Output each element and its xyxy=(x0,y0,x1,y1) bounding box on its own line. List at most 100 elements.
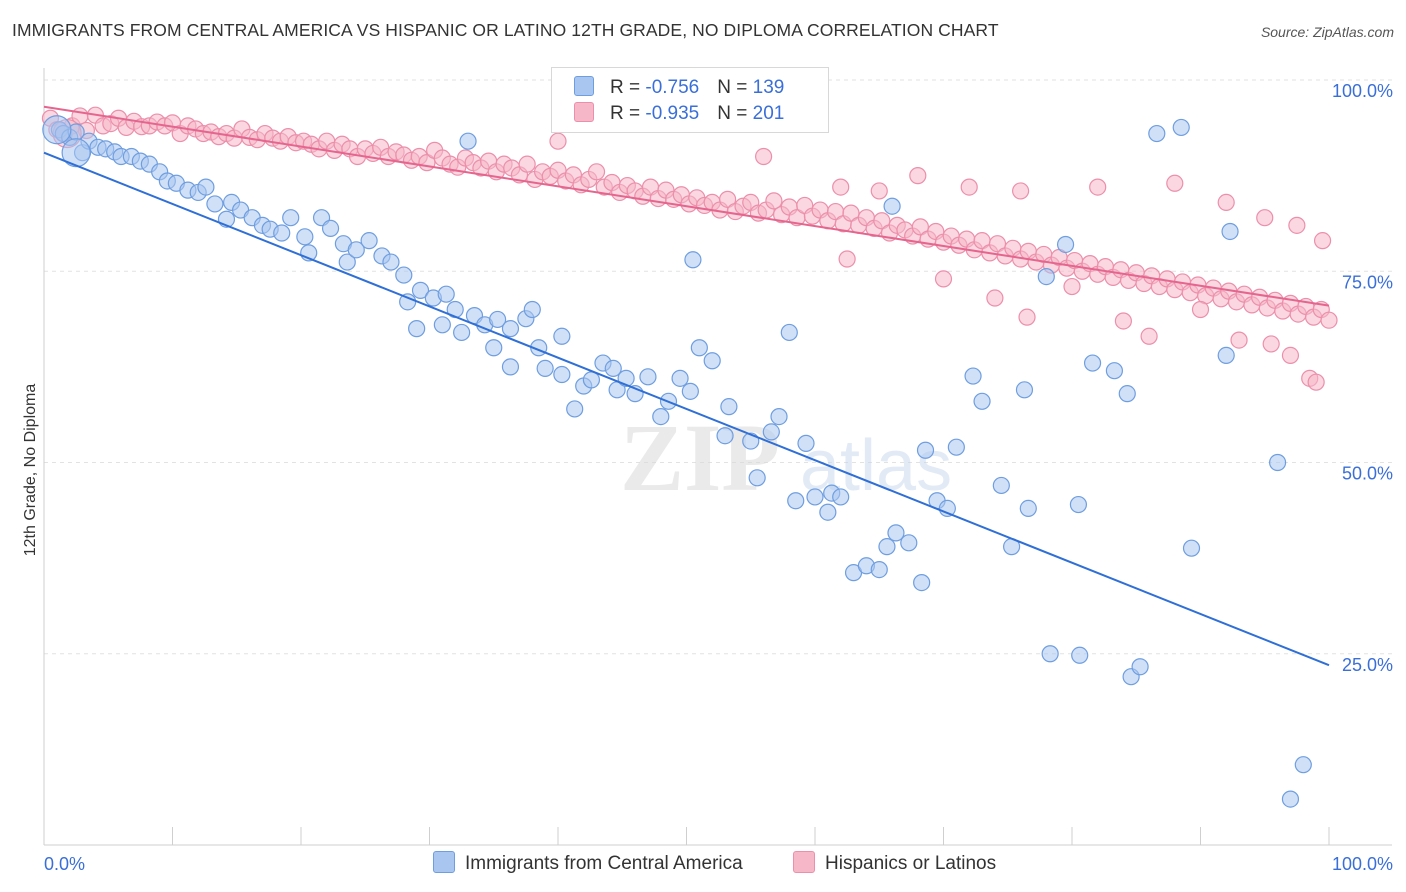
blue-data-point xyxy=(806,488,824,506)
pink-data-point xyxy=(518,155,536,173)
legend-r-value-pink: -0.935 xyxy=(645,103,700,124)
y-tick-labels: 100.0% 75.0% 50.0% 25.0% xyxy=(1332,81,1393,675)
bottom-legend-swatch-blue xyxy=(433,851,455,873)
blue-data-point xyxy=(566,400,584,418)
blue-data-point xyxy=(832,488,850,506)
chart-title: IMMIGRANTS FROM CENTRAL AMERICA VS HISPA… xyxy=(12,20,999,40)
pink-data-point xyxy=(1320,311,1338,329)
blue-data-point xyxy=(1056,235,1075,254)
blue-data-point xyxy=(273,224,291,242)
blue-data-point xyxy=(382,253,400,271)
blue-data-point xyxy=(1015,381,1034,399)
blue-data-point xyxy=(1131,658,1149,676)
blue-data-point xyxy=(408,320,426,338)
blue-data-point xyxy=(947,438,965,456)
legend-r-value-blue: -0.756 xyxy=(645,77,700,98)
blue-data-point xyxy=(501,320,520,338)
blue-data-point xyxy=(411,281,430,299)
legend-n-label: N = xyxy=(717,103,753,124)
pink-data-point xyxy=(986,289,1004,307)
blue-data-point xyxy=(780,323,798,342)
blue-data-point xyxy=(485,339,503,357)
legend-r-label: R = xyxy=(610,103,646,124)
legend-n-label: N = xyxy=(717,77,753,98)
pink-data-point xyxy=(754,147,773,166)
blue-data-point xyxy=(797,434,815,452)
blue-data-point-large xyxy=(61,138,91,168)
pink-series-points xyxy=(41,106,1338,391)
axes xyxy=(43,68,1392,846)
pink-data-point xyxy=(1281,346,1300,364)
blue-series-points xyxy=(42,115,1312,808)
blue-data-point xyxy=(681,382,699,400)
blue-data-point xyxy=(433,316,451,334)
pink-data-point xyxy=(870,182,888,200)
pink-data-point xyxy=(838,250,856,268)
blue-data-point xyxy=(1148,124,1166,143)
pink-data-point xyxy=(909,167,927,185)
blue-data-point xyxy=(1019,499,1037,517)
pink-data-point xyxy=(587,163,606,181)
blue-data-point xyxy=(913,574,931,592)
pink-trend-line xyxy=(43,105,1330,307)
blue-data-point xyxy=(296,228,314,246)
legend-r-label: R = xyxy=(610,77,646,98)
x-tick-label: 0.0% xyxy=(44,854,85,874)
blue-data-point xyxy=(1069,495,1088,514)
blue-data-point xyxy=(453,323,471,342)
blue-data-point xyxy=(338,253,356,271)
blue-data-point xyxy=(282,209,300,227)
blue-data-point xyxy=(1083,354,1102,372)
legend-swatch-blue xyxy=(574,76,594,96)
blue-data-point xyxy=(639,368,657,386)
pink-data-point xyxy=(934,270,953,288)
blue-data-point xyxy=(770,408,788,426)
blue-data-point xyxy=(360,232,378,250)
pink-data-point xyxy=(911,218,929,236)
blue-data-point xyxy=(887,524,905,542)
bottom-legend-label-pink: Hispanics or Latinos xyxy=(825,853,997,874)
pink-data-point xyxy=(1089,178,1107,196)
legend-n-value-pink: 201 xyxy=(752,103,785,124)
pink-data-point xyxy=(1140,327,1158,345)
blue-data-point xyxy=(459,132,477,150)
legend-n-value-blue: 139 xyxy=(752,77,785,98)
blue-data-point xyxy=(197,178,215,196)
bottom-legend-item-pink[interactable]: Hispanics or Latinos xyxy=(793,851,996,875)
blue-data-point xyxy=(553,327,571,345)
blue-data-point xyxy=(206,195,224,213)
blue-data-point xyxy=(916,441,935,459)
blue-data-point xyxy=(1105,362,1124,380)
pink-data-point xyxy=(1114,312,1133,330)
pink-data-point xyxy=(719,190,737,208)
bottom-legend-label-blue: Immigrants from Central America xyxy=(465,853,743,874)
y-tick-label: 25.0% xyxy=(1342,655,1393,675)
pink-data-point xyxy=(988,235,1007,253)
blue-data-point xyxy=(1041,645,1059,663)
blue-data-point xyxy=(536,359,554,378)
x-tick-labels: 0.0% 100.0% xyxy=(44,854,1393,874)
pink-data-point xyxy=(1288,216,1306,234)
pink-data-point xyxy=(1313,232,1332,250)
blue-data-point xyxy=(1172,118,1190,137)
blue-data-point xyxy=(671,369,689,387)
blue-data-point xyxy=(870,560,888,579)
pink-data-point xyxy=(1230,331,1248,349)
y-tick-label: 50.0% xyxy=(1342,464,1393,484)
pink-data-point xyxy=(1217,193,1235,211)
trend-lines xyxy=(43,105,1330,667)
bottom-legend-item-blue[interactable]: Immigrants from Central America xyxy=(433,851,743,875)
blue-data-point xyxy=(395,266,413,284)
chart-source: Source: ZipAtlas.com xyxy=(1260,24,1394,40)
bottom-legend-swatch-pink xyxy=(793,851,815,873)
pink-data-point xyxy=(1166,174,1184,192)
blue-data-point xyxy=(883,197,901,215)
blue-data-point xyxy=(1281,790,1300,808)
pink-data-point xyxy=(1063,277,1081,296)
blue-data-point xyxy=(900,534,918,552)
y-tick-label: 100.0% xyxy=(1332,81,1393,101)
blue-data-point xyxy=(748,469,766,487)
legend-row-pink: R = -0.935 N = 201 xyxy=(574,102,784,126)
blue-data-point xyxy=(1268,453,1287,472)
